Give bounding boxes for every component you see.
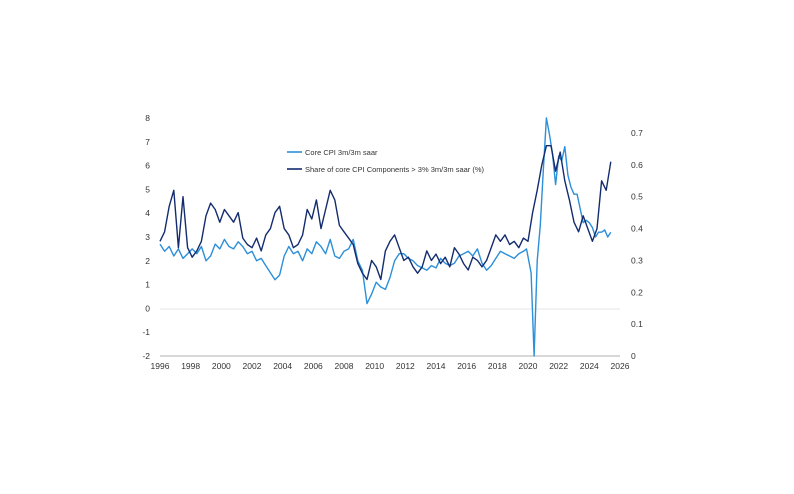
y-right-tick-label: 0.6	[631, 160, 643, 170]
y-left-tick-label: 8	[145, 113, 150, 123]
x-tick-label: 2012	[396, 361, 415, 371]
y-left-tick-label: -1	[142, 327, 150, 337]
series-layer	[159, 117, 612, 357]
x-tick-label: 2004	[273, 361, 292, 371]
legend-label-core-cpi: Core CPI 3m/3m saar	[305, 148, 378, 157]
y-left-tick-labels: -2 -1 0 1 2 3 4 5 6 7 8	[142, 113, 150, 361]
x-tick-label: 2014	[427, 361, 446, 371]
y-left-tick-label: 1	[145, 280, 150, 290]
x-tick-label: 1996	[151, 361, 170, 371]
y-right-tick-label: 0.1	[631, 319, 643, 329]
y-left-tick-label: -2	[142, 351, 150, 361]
series-line-core-cpi	[159, 117, 612, 357]
y-left-tick-label: 7	[145, 137, 150, 147]
legend-item-core-cpi: Core CPI 3m/3m saar	[287, 148, 378, 157]
x-tick-label: 2018	[488, 361, 507, 371]
legend: Core CPI 3m/3m saar Share of core CPI Co…	[287, 148, 485, 174]
x-tick-label: 2022	[549, 361, 568, 371]
axes	[160, 308, 620, 357]
x-tick-label: 2002	[243, 361, 262, 371]
y-left-tick-label: 4	[145, 208, 150, 218]
x-tick-label: 2008	[335, 361, 354, 371]
legend-label-share-components: Share of core CPI Components > 3% 3m/3m …	[305, 165, 485, 174]
x-tick-labels: 1996 1998 2000 2002 2004 2006 2008 2010 2012 2014…	[151, 361, 630, 371]
legend-item-share-components: Share of core CPI Components > 3% 3m/3m …	[287, 165, 485, 174]
x-tick-label: 2020	[519, 361, 538, 371]
y-right-tick-label: 0.4	[631, 224, 643, 234]
x-tick-label: 2010	[365, 361, 384, 371]
x-tick-label: 2016	[457, 361, 476, 371]
y-left-tick-label: 6	[145, 161, 150, 171]
x-tick-label: 2006	[304, 361, 323, 371]
y-right-tick-label: 0.5	[631, 192, 643, 202]
y-left-tick-label: 3	[145, 232, 150, 242]
x-tick-label: 2000	[212, 361, 231, 371]
y-right-tick-label: 0.3	[631, 255, 643, 265]
y-right-tick-labels: 0 0.1 0.2 0.3 0.4 0.5 0.6 0.7	[631, 128, 643, 361]
y-left-tick-label: 2	[145, 256, 150, 266]
y-right-tick-label: 0	[631, 351, 636, 361]
y-right-tick-label: 0.2	[631, 287, 643, 297]
x-tick-label: 2026	[611, 361, 630, 371]
y-left-tick-label: 5	[145, 184, 150, 194]
y-left-tick-label: 0	[145, 303, 150, 313]
y-right-tick-label: 0.7	[631, 128, 643, 138]
series-line-share-components	[159, 144, 612, 281]
x-tick-label: 2024	[580, 361, 599, 371]
x-tick-label: 1998	[181, 361, 200, 371]
